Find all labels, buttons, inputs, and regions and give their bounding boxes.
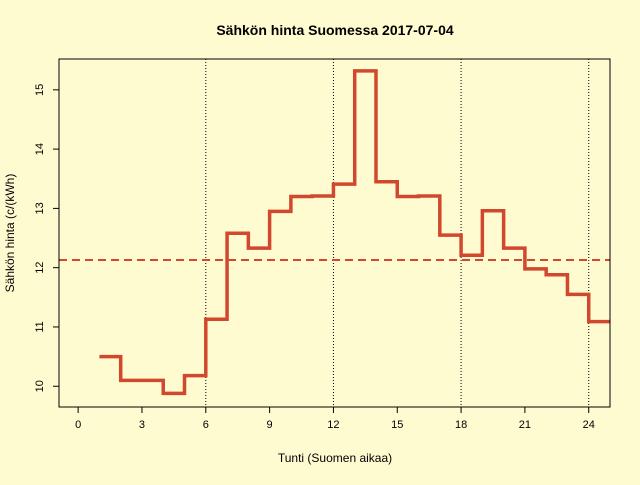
x-axis-label: Tunti (Suomen aikaa) [278, 451, 392, 465]
x-tick-label-3: 3 [139, 419, 145, 431]
y-tick-label-14: 14 [34, 143, 46, 155]
x-tick-label-18: 18 [455, 419, 467, 431]
x-tick-label-0: 0 [75, 419, 81, 431]
plot-frame [58, 58, 611, 408]
x-tick-label-15: 15 [391, 419, 403, 431]
y-tick-label-11: 11 [34, 321, 46, 332]
x-tick-label-21: 21 [519, 419, 531, 431]
y-axis-label: Sähkön hinta (c/(kWh) [3, 174, 17, 293]
y-tick-label-13: 13 [34, 202, 46, 214]
y-tick-label-12: 12 [34, 262, 46, 274]
y-tick-label-10: 10 [34, 380, 46, 392]
series-line-0 [99, 69, 610, 396]
plot-area: 0 3 6 9 12 15 18 21 24 10 11 12 13 14 15 [34, 58, 611, 431]
chart-title: Sähkön hinta Suomessa 2017-07-04 [216, 22, 454, 38]
x-tick-label-9: 9 [267, 419, 273, 431]
y-tick-label-15: 15 [34, 84, 46, 96]
x-tick-label-12: 12 [327, 419, 339, 431]
x-tick-label-24: 24 [583, 419, 595, 431]
x-tick-label-6: 6 [203, 419, 209, 431]
